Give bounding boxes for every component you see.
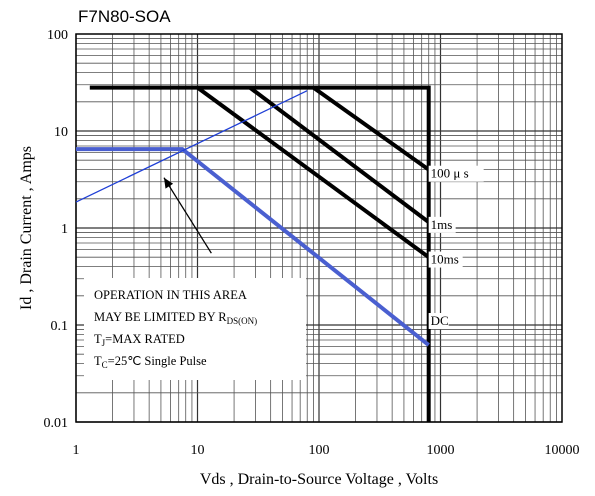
y-tick-label: 100	[47, 28, 68, 43]
annotation-text: MAY BE LIMITED BY R	[94, 310, 227, 324]
curve-label-bg	[428, 216, 456, 233]
x-tick-labels: 1 10 100 1000 10000	[73, 443, 580, 458]
curve-label-bg	[428, 165, 484, 182]
annotation-line: MAY BE LIMITED BY RDS(ON)	[94, 310, 257, 326]
curve-label-bg	[428, 313, 449, 329]
y-tick-label: 1	[61, 222, 68, 237]
annotation-text: T	[94, 354, 102, 368]
y-axis-label: Id , Drain Current , Amps	[18, 146, 35, 310]
annotation-text: T	[94, 332, 102, 346]
annotation-text: =MAX RATED	[105, 332, 185, 346]
annotation-line: TJ=MAX RATED	[94, 332, 185, 348]
series-line-2	[248, 86, 430, 224]
annotation-subscript: DS(ON)	[227, 316, 258, 326]
annotation-line: TC=25℃ Single Pulse	[94, 354, 207, 370]
arrow-head-icon	[164, 177, 174, 189]
annotation-arrow-shaft	[163, 177, 212, 254]
annotation-bg	[84, 278, 306, 380]
curve-label: DC	[431, 313, 449, 328]
annotation-line: OPERATION IN THIS AREA	[94, 288, 247, 302]
plot-frame	[75, 33, 563, 423]
x-tick-label: 10	[191, 443, 205, 458]
x-tick-label: 10000	[545, 443, 580, 458]
y-tick-label: 10	[54, 125, 68, 140]
annotation-text: =25℃ Single Pulse	[108, 354, 207, 368]
annotation-subscript: C	[102, 360, 108, 370]
series-line-0	[89, 85, 431, 422]
y-tick-label: 0.01	[44, 416, 69, 431]
annotation: OPERATION IN THIS AREA MAY BE LIMITED BY …	[84, 177, 306, 380]
annotation-subscript: J	[102, 338, 106, 348]
curve-label: 100 μ s	[431, 166, 469, 181]
series-line-5	[75, 90, 308, 203]
curve-label: 10ms	[431, 252, 459, 267]
annotation-text: OPERATION IN THIS AREA	[94, 288, 247, 302]
y-tick-label: 0.1	[51, 319, 69, 334]
x-tick-label: 1	[73, 443, 80, 458]
series-group	[75, 85, 431, 422]
x-tick-label: 100	[309, 443, 330, 458]
series-line-3	[196, 85, 430, 259]
y-tick-labels: 0.01 0.1 1 10 100	[44, 28, 69, 431]
curve-label: 1ms	[431, 217, 453, 232]
series-line-4	[76, 147, 430, 347]
chart-title: F7N80-SOA	[78, 7, 171, 26]
curve-label-bg	[428, 251, 463, 268]
curve-labels: 100 μ s 1ms 10ms DC	[428, 165, 484, 329]
x-tick-label: 1000	[427, 443, 455, 458]
x-axis-label: Vds , Drain-to-Source Voltage , Volts	[200, 471, 438, 488]
series-line-1	[312, 85, 430, 172]
